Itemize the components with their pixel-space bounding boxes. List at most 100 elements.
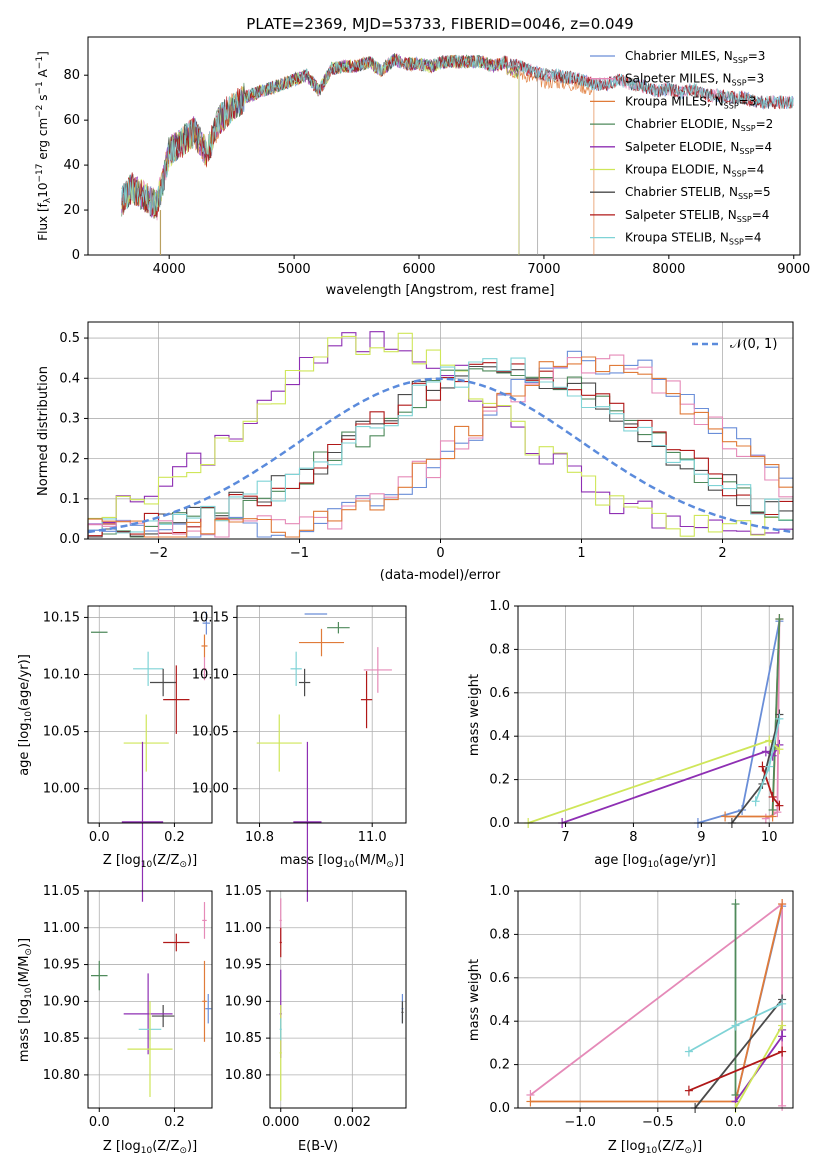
spectrum-legend-label: Kroupa STELIB, NSSP=4: [625, 231, 762, 247]
spectrum-legend-label-part: =4: [747, 163, 765, 177]
p8-ylabel: mass weight: [467, 959, 482, 1041]
mass-weight-line: [725, 618, 781, 818]
spectrum-legend-label: Kroupa ELODIE, NSSP=4: [625, 163, 764, 179]
ytick-label: 11.00: [225, 921, 262, 936]
histogram-ytick-label: 0.0: [59, 532, 80, 547]
spectrum-legend-label-part: =3: [739, 94, 757, 108]
ytick-label: 10.05: [43, 725, 80, 740]
spectrum-panel: 4000 5000 6000 7000 8000 9000 0 20 40 60 80 Chabri…: [35, 36, 810, 298]
age-xlabel-part: 10: [647, 860, 659, 870]
mass-ylabel: mass [log10(M/M⊙)]: [17, 938, 34, 1062]
histogram-xtick-label: −2: [149, 546, 168, 561]
spectrum-ytick-label: 20: [63, 203, 80, 218]
ytick-label: 0.2: [489, 773, 510, 788]
spectrum-xlabel: wavelength [Angstrom, rest frame]: [326, 283, 555, 298]
ytick-label: 0.6: [489, 971, 510, 986]
age-ylabel-part: 10: [24, 711, 34, 723]
mass-weight-vs-age-panel: 7 8 9 10 0.0 0.2 0.4 0.6 0.8 1.0: [489, 599, 794, 845]
xtick-label: 0.0: [89, 830, 110, 845]
normal-curve: [87, 377, 791, 534]
xtick-label: 0.002: [334, 1115, 371, 1130]
z-xlabel-part: Z [log: [608, 1139, 646, 1154]
spectrum-ytick-label: 0: [72, 248, 80, 263]
z-xlabel-part: (Z/Z: [657, 1139, 684, 1154]
ytick-label: 11.00: [43, 921, 80, 936]
age-ylabel-part: (age/yr)]: [17, 654, 32, 711]
z-xlabel-part: 10: [141, 860, 153, 870]
p8-xlabel: Z [log10(Z/Z⊙)]: [608, 1139, 702, 1156]
p5-xlabel: age [log10(age/yr)]: [594, 853, 716, 870]
spectrum-legend-label-part: SSP: [732, 170, 747, 179]
ytick-label: 10.80: [43, 1068, 80, 1083]
age-xlabel-part: age [log: [594, 853, 647, 868]
ytick-label: 0.4: [489, 729, 510, 744]
mass-ylabel-part: (M/M: [17, 956, 32, 988]
histogram-step-line: [87, 356, 793, 539]
spectrum-ylabel-part: −1: [35, 56, 45, 69]
spectrum-ytick-label: 40: [63, 158, 80, 173]
histogram-ytick-label: 0.4: [59, 371, 80, 386]
spectrum-ylabel-part: s: [36, 95, 50, 105]
mass-vs-z-panel: 0.0 0.2 10.80 10.85 10.90 10.95 11.00 11.05: [43, 884, 213, 1130]
spectrum-legend-label-part: =3: [748, 49, 766, 63]
spectrum-legend-label-part: SSP: [737, 215, 752, 224]
histogram-xtick-label: 1: [577, 546, 585, 561]
spectrum-legend-label-part: Salpeter ELODIE, N: [625, 140, 739, 154]
mass-xlabel-part: ⊙: [386, 860, 394, 870]
spectrum-xtick-label: 7000: [527, 262, 560, 277]
ytick-label: 0.0: [489, 816, 510, 831]
p7-xlabel: E(B-V): [298, 1139, 338, 1154]
spectrum-legend-label-part: SSP: [738, 192, 753, 201]
mass-xlabel-part: )]: [394, 853, 404, 868]
spectrum-legend-label: Chabrier MILES, NSSP=3: [625, 49, 765, 65]
mass-ylabel-part: ⊙: [24, 948, 34, 956]
ytick-label: 0.2: [489, 1058, 510, 1073]
spectrum-xtick-label: 8000: [652, 262, 685, 277]
mass-weight-line: [697, 621, 781, 824]
histogram-panel: −2 −1 0 1 2 0.0 0.1 0.2 0.3 0.4 0.5 𝒩(0, 1) (data-…: [36, 321, 794, 583]
ytick-label: 10.95: [225, 958, 262, 973]
histogram-xtick-label: −1: [290, 546, 309, 561]
z-xlabel-part: Z [log: [103, 1139, 141, 1154]
spectrum-legend-label: Chabrier ELODIE, NSSP=2: [625, 117, 773, 133]
xtick-label: 10: [761, 830, 778, 845]
ytick-label: 11.05: [225, 884, 262, 899]
xtick-label: 7: [561, 830, 569, 845]
ytick-label: 10.15: [43, 610, 80, 625]
ytick-label: 10.90: [43, 994, 80, 1009]
histogram-lines: [87, 331, 793, 539]
spectrum-series-line: [121, 54, 794, 215]
spectrum-legend-label-part: SSP: [739, 147, 754, 156]
histogram-axes: −2 −1 0 1 2 0.0 0.1 0.2 0.3 0.4 0.5: [59, 331, 726, 561]
spectrum-series-line: [121, 54, 595, 255]
xtick-label: 8: [629, 830, 637, 845]
spectrum-xtick-label: 9000: [777, 262, 810, 277]
ytick-label: 0.4: [489, 1014, 510, 1029]
mass-weight-vs-z-panel: −1.0 −0.5 0.0 0.0 0.2 0.4 0.6 0.8 1.0: [489, 884, 794, 1130]
z-xlabel-part: )]: [187, 853, 197, 868]
z-xlabel-part: ⊙: [684, 1146, 692, 1156]
ytick-label: 0.0: [489, 1101, 510, 1116]
xtick-label: 9: [697, 830, 705, 845]
spectrum-xtick-label: 4000: [153, 262, 186, 277]
age-vs-z-panel: 0.0 0.2 10.15 10.10 10.05 10.00: [43, 605, 213, 902]
spectrum-ylabel: Flux [fλ10−17 erg cm−2 s−1 A−1]: [35, 51, 53, 241]
p5-ylabel: mass weight: [467, 674, 482, 756]
p3-xlabel: Z [log10(Z/Z⊙)]: [103, 853, 197, 870]
z-xlabel-part: Z [log: [103, 853, 141, 868]
spectrum-legend-label-part: SSP: [733, 56, 748, 65]
age-vs-mass-panel: 10.8 11.0 10.15 10.10 10.05 10.00: [192, 605, 407, 902]
mass-xlabel-part: mass [log: [280, 853, 343, 868]
spectrum-ylabel-part: erg cm: [36, 118, 50, 164]
spectrum-legend-label-part: =3: [747, 72, 765, 86]
p6-xlabel: Z [log10(Z/Z⊙)]: [103, 1139, 197, 1156]
histogram-xlabel: (data-model)/error: [380, 568, 501, 583]
ytick-label: 10.95: [43, 958, 80, 973]
spectrum-series-line: [121, 53, 520, 255]
spectrum-ylabel-part: Flux [f: [36, 202, 50, 240]
xtick-label: −1.0: [564, 1115, 596, 1130]
spectrum-ylabel-part: ]: [36, 51, 50, 56]
z-xlabel-part: )]: [692, 1139, 702, 1154]
